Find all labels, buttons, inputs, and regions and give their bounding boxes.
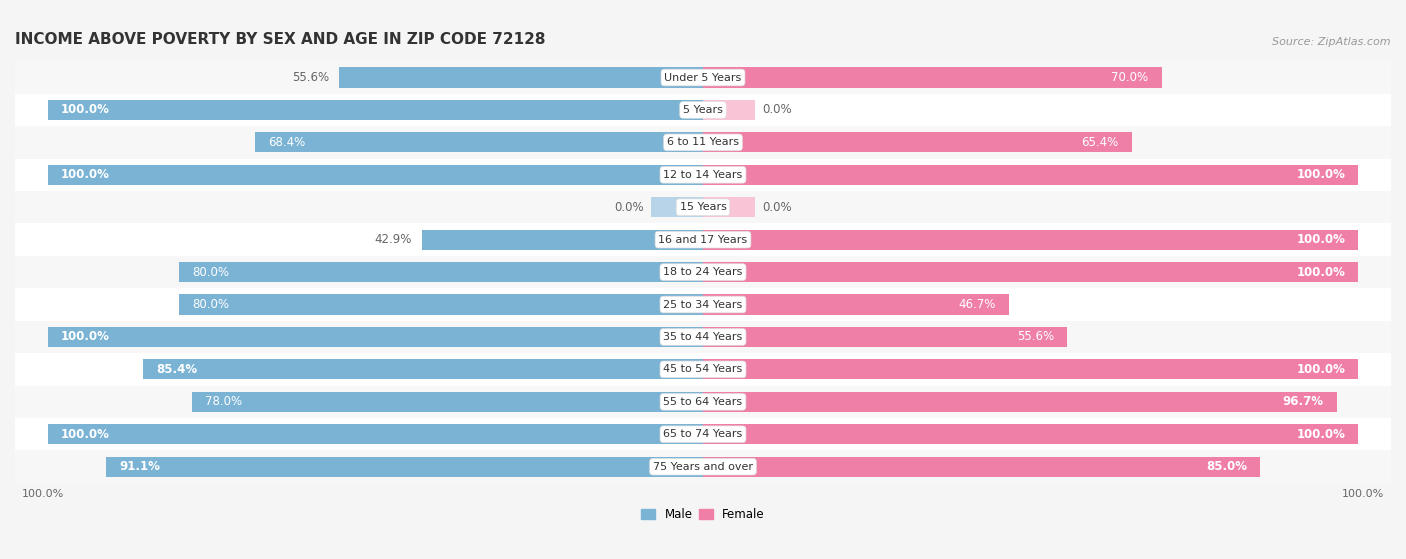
Text: Source: ZipAtlas.com: Source: ZipAtlas.com [1272,37,1391,47]
Text: 68.4%: 68.4% [269,136,305,149]
Bar [703,68,1161,88]
Bar [703,100,755,120]
Text: 100.0%: 100.0% [60,330,110,343]
Text: 16 and 17 Years: 16 and 17 Years [658,235,748,245]
Text: 0.0%: 0.0% [762,201,792,214]
Bar [703,295,1010,315]
Bar [254,132,703,153]
Bar [15,353,1391,386]
Text: 100.0%: 100.0% [1296,233,1346,246]
Bar [48,424,703,444]
Text: 46.7%: 46.7% [959,298,995,311]
Bar [703,197,755,217]
Bar [422,230,703,250]
Text: 100.0%: 100.0% [21,489,63,499]
Text: 0.0%: 0.0% [614,201,644,214]
Bar [48,327,703,347]
Text: Under 5 Years: Under 5 Years [665,73,741,83]
Text: 80.0%: 80.0% [191,298,229,311]
Text: 55.6%: 55.6% [291,71,329,84]
Text: 70.0%: 70.0% [1111,71,1149,84]
Text: 100.0%: 100.0% [60,103,110,116]
Bar [651,197,703,217]
Bar [15,386,1391,418]
Legend: Male, Female: Male, Female [641,508,765,521]
Bar [179,295,703,315]
Bar [703,457,1260,477]
Bar [703,262,1358,282]
Bar [105,457,703,477]
Text: 5 Years: 5 Years [683,105,723,115]
Text: 100.0%: 100.0% [1296,266,1346,278]
Bar [15,256,1391,288]
Bar [15,321,1391,353]
Text: 25 to 34 Years: 25 to 34 Years [664,300,742,310]
Bar [703,392,1337,412]
Text: 100.0%: 100.0% [1296,428,1346,440]
Bar [191,392,703,412]
Text: 6 to 11 Years: 6 to 11 Years [666,138,740,148]
Bar [703,327,1067,347]
Bar [15,61,1391,94]
Bar [15,451,1391,483]
Bar [703,424,1358,444]
Bar [15,126,1391,159]
Bar [703,230,1358,250]
Text: 65.4%: 65.4% [1081,136,1118,149]
Text: 91.1%: 91.1% [120,460,160,473]
Text: 100.0%: 100.0% [1296,168,1346,181]
Text: 45 to 54 Years: 45 to 54 Years [664,364,742,375]
Bar [339,68,703,88]
Text: INCOME ABOVE POVERTY BY SEX AND AGE IN ZIP CODE 72128: INCOME ABOVE POVERTY BY SEX AND AGE IN Z… [15,32,546,47]
Bar [15,159,1391,191]
Text: 55 to 64 Years: 55 to 64 Years [664,397,742,407]
Text: 100.0%: 100.0% [60,168,110,181]
Text: 35 to 44 Years: 35 to 44 Years [664,332,742,342]
Bar [703,132,1132,153]
Bar [703,359,1358,380]
Bar [15,418,1391,451]
Text: 78.0%: 78.0% [205,395,242,408]
Text: 42.9%: 42.9% [375,233,412,246]
Bar [143,359,703,380]
Text: 18 to 24 Years: 18 to 24 Years [664,267,742,277]
Bar [15,224,1391,256]
Bar [179,262,703,282]
Text: 100.0%: 100.0% [60,428,110,440]
Bar [15,94,1391,126]
Text: 75 Years and over: 75 Years and over [652,462,754,472]
Text: 15 Years: 15 Years [679,202,727,212]
Text: 0.0%: 0.0% [762,103,792,116]
Text: 85.4%: 85.4% [156,363,198,376]
Text: 96.7%: 96.7% [1282,395,1323,408]
Text: 100.0%: 100.0% [1343,489,1385,499]
Bar [48,165,703,185]
Text: 65 to 74 Years: 65 to 74 Years [664,429,742,439]
Text: 80.0%: 80.0% [191,266,229,278]
Text: 12 to 14 Years: 12 to 14 Years [664,170,742,180]
Text: 55.6%: 55.6% [1017,330,1054,343]
Bar [48,100,703,120]
Bar [15,191,1391,224]
Text: 85.0%: 85.0% [1206,460,1247,473]
Bar [703,165,1358,185]
Bar [15,288,1391,321]
Text: 100.0%: 100.0% [1296,363,1346,376]
